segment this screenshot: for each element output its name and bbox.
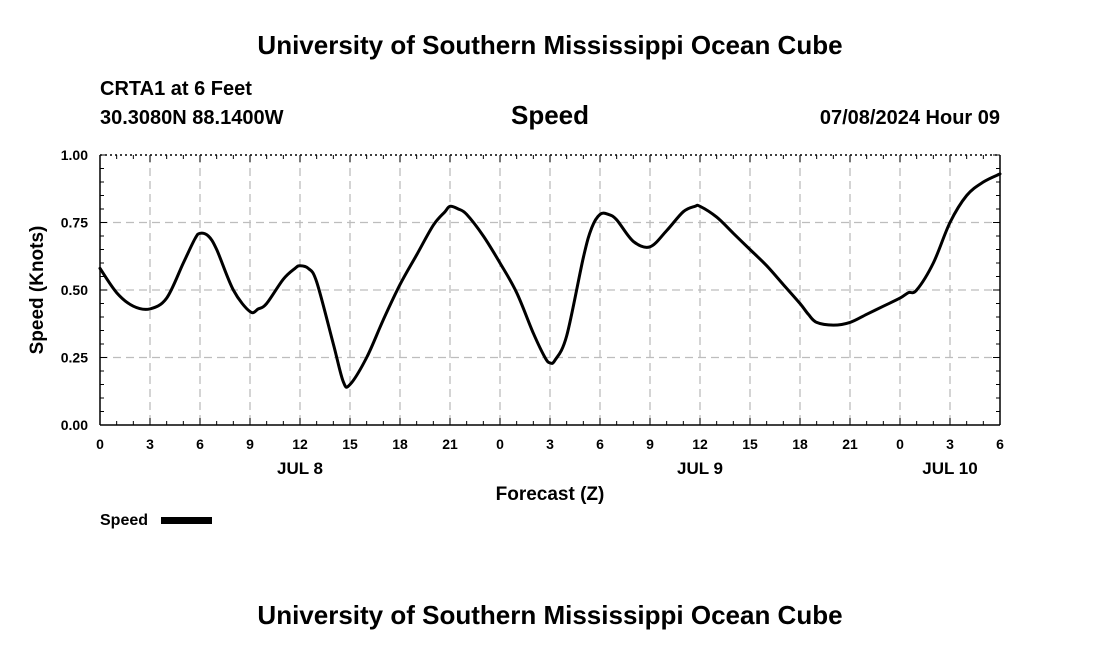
chart-title: Speed [511, 100, 589, 130]
x-tick-label: 6 [596, 436, 604, 452]
x-axis-label: Forecast (Z) [496, 484, 605, 505]
legend: Speed [100, 512, 212, 529]
x-tick-label: 6 [196, 436, 204, 452]
x-tick-label: 3 [146, 436, 154, 452]
coordinates-label: 30.3080N 88.1400W [100, 107, 284, 129]
x-tick-label: 21 [442, 436, 458, 452]
y-tick-label: 0.25 [61, 350, 88, 366]
date-label: JUL 8 [277, 459, 323, 478]
bottom-title: University of Southern Mississippi Ocean… [257, 600, 842, 630]
speed-series-line [98, 172, 1002, 389]
x-tick-label: 21 [842, 436, 858, 452]
series-layer [98, 172, 1002, 389]
tick-labels: 0 3 6 9 12 15 18 21 0 3 6 9 12 15 18 21 0 3 6 0.00 0.25 0.50 0… [61, 147, 1004, 478]
x-tick-label: 6 [996, 436, 1004, 452]
x-tick-label: 3 [946, 436, 954, 452]
legend-label: Speed [100, 512, 148, 529]
x-tick-label: 18 [392, 436, 408, 452]
x-tick-label: 15 [742, 436, 758, 452]
x-tick-label: 12 [292, 436, 308, 452]
x-tick-label: 18 [792, 436, 808, 452]
station-label: CRTA1 at 6 Feet [100, 78, 252, 100]
date-label: JUL 9 [677, 459, 723, 478]
timestamp-label: 07/08/2024 Hour 09 [820, 107, 1000, 129]
x-tick-label: 15 [342, 436, 358, 452]
x-tick-label: 0 [896, 436, 904, 452]
date-label: JUL 10 [922, 459, 977, 478]
y-tick-label: 0.50 [61, 282, 88, 298]
axis-ticks [99, 154, 1001, 426]
x-tick-label: 9 [246, 436, 254, 452]
x-tick-label: 9 [646, 436, 654, 452]
top-title: University of Southern Mississippi Ocean… [257, 30, 842, 60]
x-tick-label: 0 [496, 436, 504, 452]
x-tick-label: 3 [546, 436, 554, 452]
x-tick-label: 0 [96, 436, 104, 452]
y-tick-label: 0.00 [61, 417, 88, 433]
y-tick-label: 1.00 [61, 147, 88, 163]
y-axis-label: Speed (Knots) [27, 226, 48, 355]
grid-lines [100, 154, 1000, 425]
y-tick-label: 0.75 [61, 215, 88, 231]
x-tick-label: 12 [692, 436, 708, 452]
